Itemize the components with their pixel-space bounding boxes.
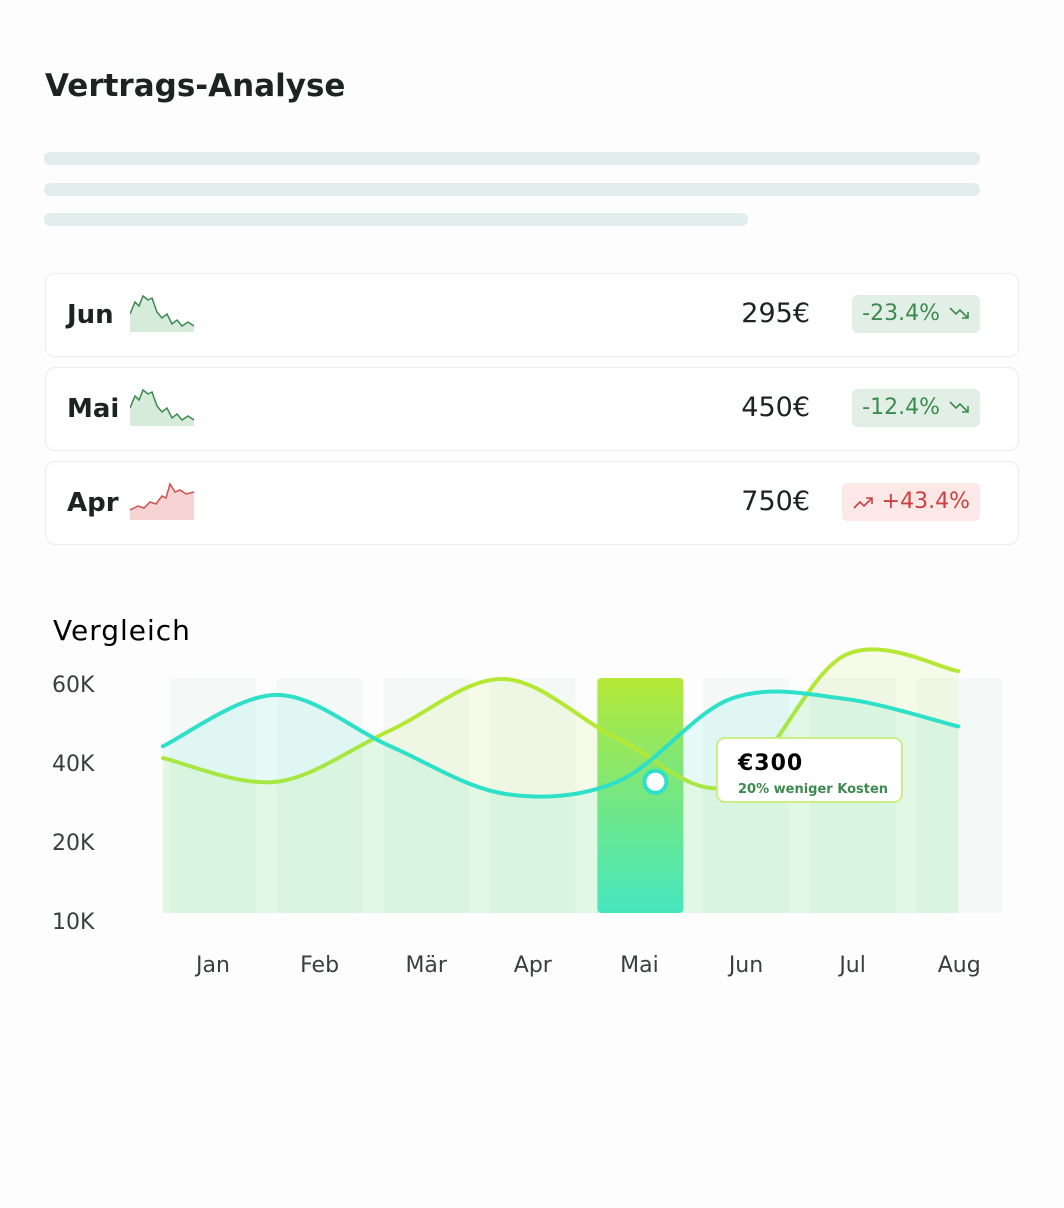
- placeholder-line: [44, 152, 980, 165]
- sparkline-line: [130, 482, 195, 511]
- placeholder-line: [44, 213, 748, 226]
- change-text: +43.4%: [881, 489, 970, 514]
- row-month: Mai: [67, 394, 120, 424]
- x-tick-label: Mär: [405, 953, 447, 978]
- trend-icon: [949, 401, 969, 413]
- trend-arrow: [949, 401, 969, 413]
- y-tick-label: 10K: [52, 910, 95, 935]
- y-tick-label: 40K: [52, 752, 95, 777]
- change-badge: +43.4%: [841, 483, 980, 521]
- change-badge: -23.4%: [852, 295, 980, 333]
- x-tick-label: Apr: [514, 953, 553, 978]
- row-card: Jun 295€ -23.4%: [45, 273, 1019, 357]
- series-line: [161, 647, 961, 791]
- placeholder-line: [44, 183, 980, 196]
- row-value: 750€: [741, 486, 810, 517]
- sparkline-area: [130, 390, 194, 426]
- sparkline-line: [130, 294, 195, 327]
- x-tick-label: Jul: [837, 953, 866, 978]
- change-badge: -12.4%: [852, 389, 980, 427]
- sparkline-area: [130, 484, 194, 520]
- trend-arrow: [853, 497, 873, 509]
- tooltip: [716, 737, 903, 803]
- tooltip-text: 20% weniger Kosten: [738, 782, 888, 797]
- change-text: -23.4%: [862, 301, 940, 326]
- page-title: Vertrags-Analyse: [45, 68, 346, 104]
- x-tick-label: Aug: [938, 953, 981, 978]
- row-month: Apr: [67, 488, 119, 518]
- series-line: [161, 689, 961, 799]
- highlight-bar: [597, 678, 684, 913]
- trend-icon: [853, 497, 873, 509]
- row-card: Apr 750€ +43.4%: [45, 461, 1019, 545]
- sparkline-area: [130, 296, 194, 332]
- sparkline: [130, 294, 195, 332]
- chart-title: Vergleich: [53, 614, 191, 647]
- row-value: 295€: [741, 298, 810, 329]
- column-bg: [276, 678, 363, 913]
- row-value: 450€: [741, 392, 810, 423]
- highlight-point: [642, 768, 669, 795]
- x-tick-label: Jan: [194, 953, 230, 978]
- trend-icon: [949, 307, 969, 319]
- row-month: Jun: [67, 300, 114, 330]
- sparkline: [130, 482, 195, 520]
- change-text: -12.4%: [862, 395, 940, 420]
- x-tick-label: Mai: [620, 953, 659, 978]
- column-bg: [383, 678, 470, 913]
- y-tick-label: 20K: [52, 831, 95, 856]
- y-tick-label: 60K: [52, 673, 95, 698]
- tooltip-value: €300: [737, 751, 803, 776]
- sparkline: [130, 388, 195, 426]
- x-tick-label: Feb: [300, 953, 339, 978]
- x-tick-label: Jun: [727, 953, 763, 978]
- trend-arrow: [949, 307, 969, 319]
- sparkline-line: [130, 388, 195, 421]
- series-area: [163, 649, 959, 913]
- row-card: Mai 450€ -12.4%: [45, 367, 1019, 451]
- chart: Vergleich 60K 40K 20K 10K Jan Feb Mär Apr Mai Jun…: [52, 614, 1003, 978]
